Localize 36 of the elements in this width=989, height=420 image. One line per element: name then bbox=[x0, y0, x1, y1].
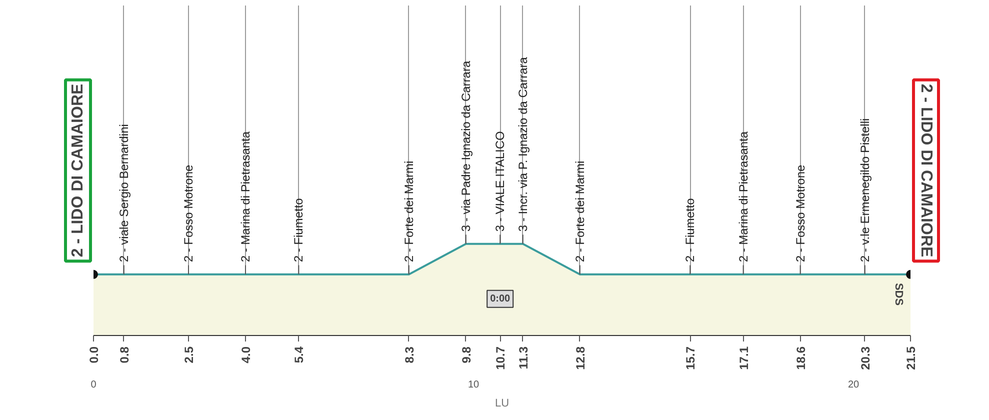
text: LU bbox=[494, 398, 510, 410]
x-tick-label: 2.5 bbox=[182, 346, 196, 364]
data-label: 2 - v.le Ermenegildo Pistelli bbox=[858, 118, 872, 262]
data-label: 2 - Marina di Pietrasanta bbox=[736, 131, 750, 262]
x-tick-label: 8.3 bbox=[402, 346, 416, 364]
annotation: 0:00 bbox=[490, 293, 511, 304]
x-tick-label: 11.3 bbox=[516, 346, 530, 370]
data-label: 2 - Fosso Motrone bbox=[793, 164, 808, 262]
data-label: 2 - Fosso Motrone bbox=[182, 164, 196, 262]
x-tick-label: 5.4 bbox=[292, 346, 306, 364]
x-tick-label: 4.0 bbox=[239, 346, 253, 364]
annotation: SDS bbox=[892, 282, 904, 306]
x2-tick-label: 20 bbox=[848, 380, 860, 390]
data-label: 3 - Incr. via P. Ignazio da Carrara bbox=[516, 56, 530, 232]
data-label: 2 - Marina di Pietrasanta bbox=[238, 131, 252, 262]
data-label: 2 - viale Sergio Bernardini bbox=[116, 124, 131, 262]
x2-tick-label: 0 bbox=[90, 380, 97, 390]
data-label: 2 - Forte dei Marmi bbox=[402, 160, 416, 262]
x-tick-label: 12.8 bbox=[573, 346, 588, 370]
x-tick-label: 9.8 bbox=[459, 346, 474, 364]
data-label: 3 - VIALE ITALICO bbox=[493, 131, 508, 232]
x-tick-label: 10.7 bbox=[494, 346, 508, 370]
x-tick-label: 0.0 bbox=[87, 346, 101, 364]
x-tick-label: 0.8 bbox=[117, 346, 132, 364]
x-tick-label: 18.6 bbox=[794, 346, 808, 370]
data-label: 2 - Fiumetto bbox=[683, 198, 698, 262]
x-tick-label: 20.3 bbox=[858, 346, 872, 370]
x2-tick-label: 10 bbox=[468, 380, 480, 390]
text: 2 - LIDO DI CAMAIORE bbox=[918, 84, 934, 258]
data-label: 2 - Fiumetto bbox=[292, 198, 306, 262]
x-tick-label: 17.1 bbox=[736, 346, 751, 370]
x-tick-label: 21.5 bbox=[904, 346, 918, 370]
data-label: 3 - via Padre Ignazio da Carrara bbox=[458, 60, 473, 232]
x-tick-label: 15.7 bbox=[684, 346, 698, 370]
data-label: 2 - Forte dei Marmi bbox=[572, 160, 587, 262]
text: 2 - LIDO DI CAMAIORE bbox=[70, 84, 86, 258]
